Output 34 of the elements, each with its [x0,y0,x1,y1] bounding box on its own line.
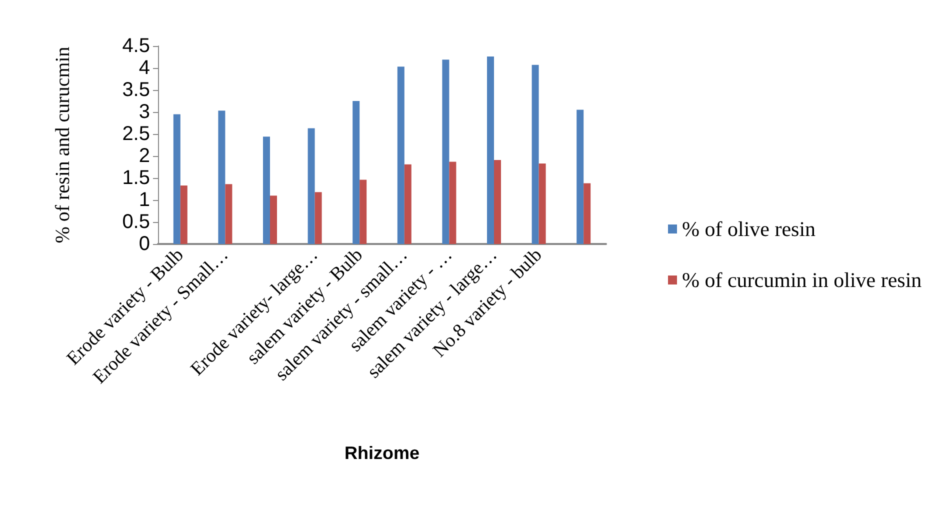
y-tick-label: 4 [138,57,150,79]
bar [576,110,584,244]
bar [308,128,315,244]
legend-label: % of curcumin in olive resin [682,268,922,292]
bar [532,64,539,244]
bar [180,185,188,244]
x-axis-title: Rhizome [344,443,420,463]
y-tick-label: 0 [138,233,150,255]
bar [314,192,322,244]
bar [263,136,270,244]
bar [225,184,232,244]
bar [360,180,367,244]
bar [270,196,277,244]
bar [487,56,494,244]
y-tick-label: 3.5 [122,79,150,101]
y-axis-title: % of resin and curucmin [52,46,74,244]
y-tick-label: 2.5 [122,123,150,145]
legend-label: % of olive resin [682,217,816,241]
bar [494,160,501,244]
bar [584,183,591,244]
bar [404,164,412,244]
y-tick-label: 1.5 [122,167,150,189]
y-tick-label: 3 [138,101,150,123]
bar [449,162,456,244]
y-tick-label: 4.5 [122,35,150,57]
y-tick-label: 1 [138,189,150,211]
bar [397,66,404,244]
bar [173,114,180,244]
bar [538,163,546,244]
y-tick-label: 0.5 [122,211,150,233]
bar [218,110,226,244]
bar [442,60,450,244]
bar [352,101,360,244]
y-tick-label: 2 [138,145,150,167]
